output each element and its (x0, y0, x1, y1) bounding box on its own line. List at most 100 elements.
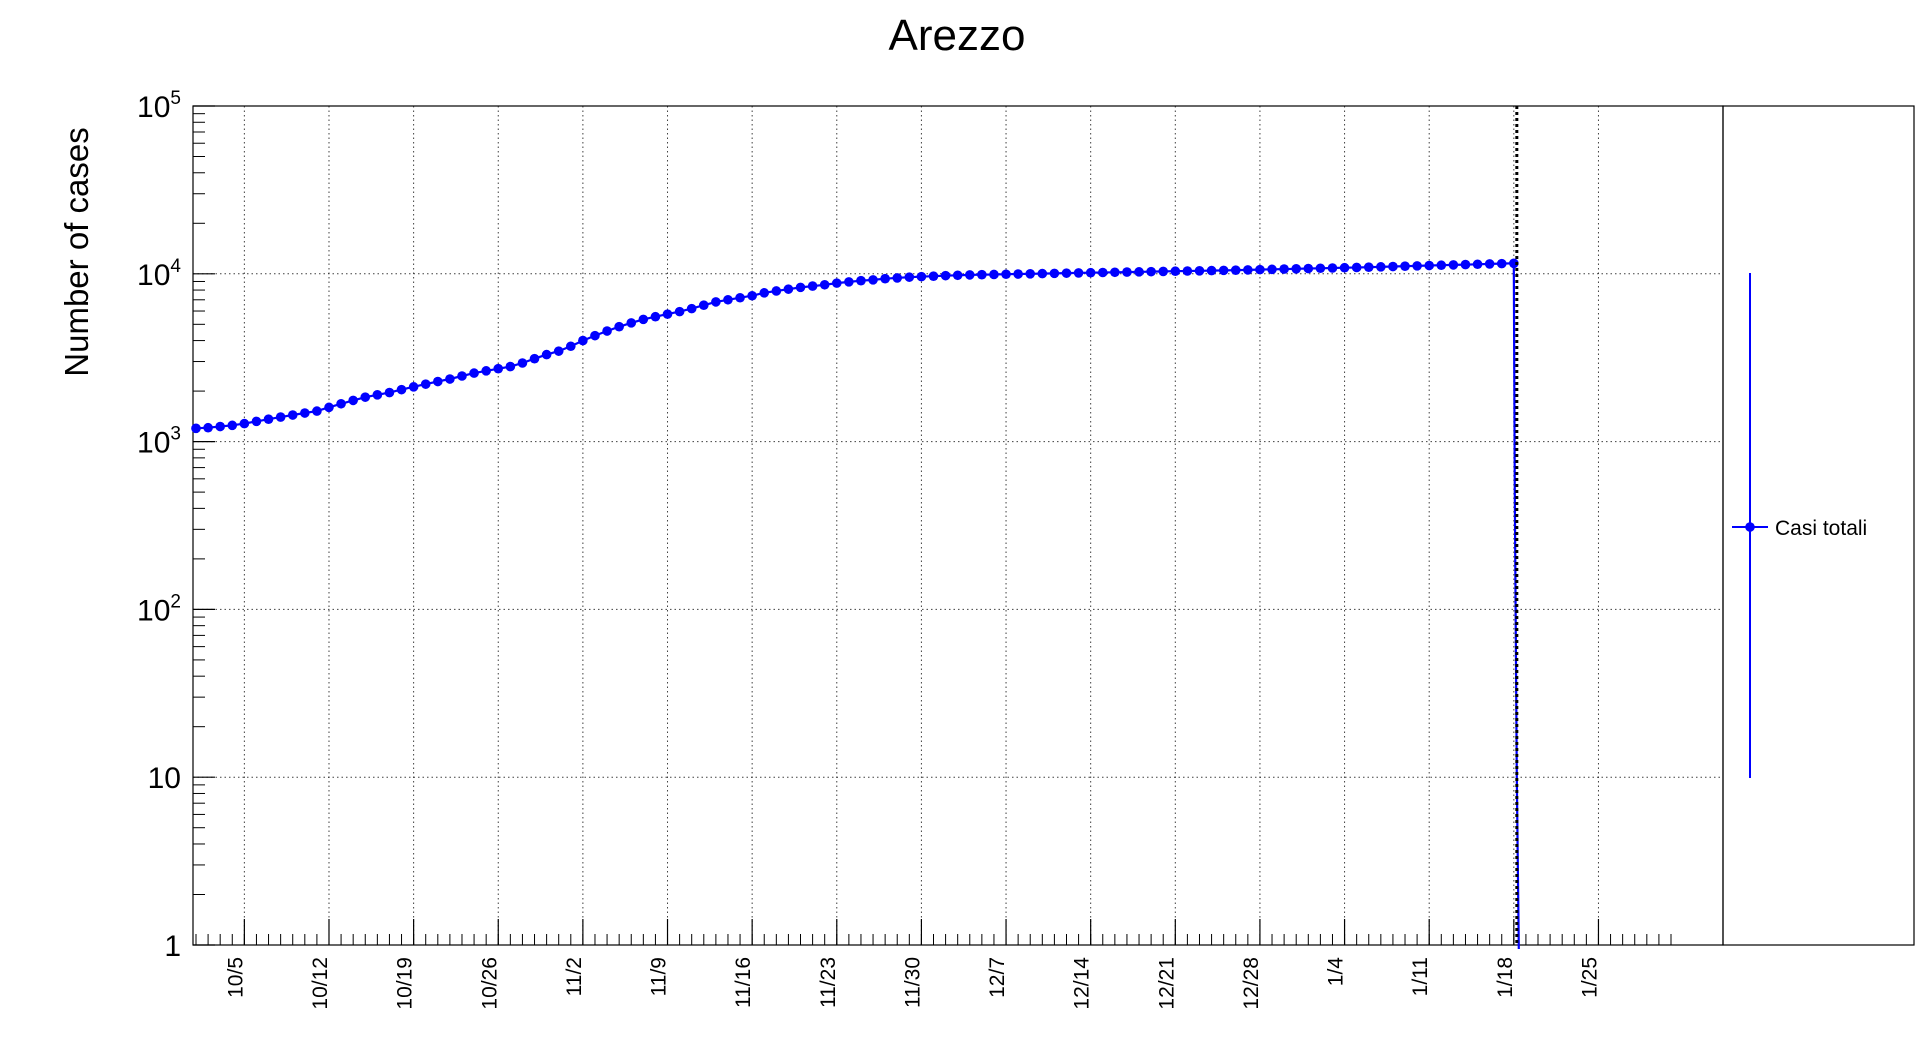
data-point (348, 395, 358, 406)
data-point (1182, 266, 1193, 276)
data-point (433, 376, 443, 387)
data-point (977, 269, 987, 280)
data-point (807, 281, 818, 291)
data-point (1460, 259, 1471, 270)
y-axis-label: Number of cases (58, 127, 95, 376)
data-point (1049, 268, 1060, 279)
x-tick-label: 1/18 (1494, 957, 1517, 998)
data-point (638, 314, 649, 325)
legend-box (1722, 105, 1915, 946)
data-point (1279, 264, 1289, 274)
data-point (1013, 269, 1023, 279)
data-point (275, 412, 286, 422)
data-point (771, 286, 782, 296)
data-point (1230, 265, 1241, 275)
data-point (493, 363, 504, 374)
data-point (916, 271, 927, 282)
data-point (602, 326, 612, 336)
data-point (1436, 260, 1447, 271)
data-point (445, 374, 455, 384)
x-tick-label: 10/26 (478, 957, 501, 1010)
x-tick-label: 11/2 (563, 957, 586, 996)
data-point (1243, 265, 1253, 275)
data-point (1170, 266, 1181, 277)
data-point (372, 390, 383, 400)
data-point (626, 318, 637, 328)
data-point (203, 422, 213, 433)
data-point (324, 402, 334, 413)
data-point (892, 273, 903, 283)
data-point (674, 306, 685, 317)
y-tick-label: 105 (137, 88, 181, 124)
data-point (831, 278, 842, 288)
data-point (1267, 264, 1277, 275)
data-point (686, 303, 697, 314)
y-tick-label: 1 (164, 930, 181, 963)
data-point (1255, 264, 1265, 275)
data-point (844, 277, 854, 287)
y-tick-label: 104 (137, 256, 181, 292)
data-point (989, 269, 999, 280)
data-point (1363, 262, 1374, 272)
data-point (239, 418, 250, 429)
data-point (457, 371, 467, 381)
data-point (300, 408, 310, 418)
data-point (396, 384, 407, 395)
x-tick-label: 11/23 (817, 957, 840, 1008)
data-point (1424, 260, 1434, 271)
data-point (1001, 269, 1011, 280)
data-point (578, 335, 588, 346)
x-tick-label: 1/11 (1409, 957, 1432, 996)
data-point (1412, 261, 1422, 271)
x-tick-label: 1/25 (1578, 957, 1601, 998)
legend-marker (1745, 522, 1755, 532)
plot-frame (192, 105, 1724, 946)
y-axis: 1 10 102 103 104 105 (137, 88, 215, 963)
data-point (747, 290, 757, 301)
data-point (1376, 262, 1386, 272)
data-point (384, 387, 395, 398)
data-point (1122, 267, 1132, 277)
data-point (1351, 262, 1362, 273)
data-point (1448, 260, 1459, 270)
data-point (856, 275, 866, 286)
series-casi-totali (191, 258, 1520, 950)
data-point (1388, 261, 1398, 272)
data-point (1037, 268, 1048, 279)
x-tick-label: 11/16 (732, 957, 755, 1008)
data-point (481, 366, 491, 376)
data-point (711, 297, 721, 307)
data-point (469, 368, 479, 378)
y-tick-label: 10 (148, 762, 181, 795)
data-point (650, 311, 661, 322)
y-tick-label: 103 (137, 424, 181, 460)
grid-lines (193, 106, 1723, 945)
data-point (1218, 265, 1229, 276)
data-point (541, 349, 552, 360)
x-tick-label: 11/9 (648, 957, 671, 996)
data-point (553, 346, 564, 356)
data-point (1509, 258, 1519, 269)
data-point (529, 353, 540, 364)
data-point (880, 273, 890, 284)
data-point (614, 321, 624, 332)
legend-label: Casi totali (1775, 517, 1867, 540)
data-point (227, 420, 238, 431)
data-point (1073, 268, 1084, 278)
data-point (868, 275, 878, 285)
data-point (420, 379, 431, 389)
data-point (940, 270, 951, 281)
data-point (505, 361, 516, 372)
data-point (1206, 265, 1217, 276)
data-point (263, 414, 274, 424)
x-tick-label: 12/7 (986, 957, 1009, 998)
series-line (195, 262, 1520, 950)
x-tick-label: 11/30 (901, 957, 924, 1008)
x-tick-label: 12/21 (1155, 957, 1178, 1010)
data-point (1134, 267, 1144, 277)
data-point (952, 270, 963, 281)
data-point (312, 406, 322, 416)
data-point (1484, 259, 1495, 269)
data-point (1400, 261, 1410, 271)
